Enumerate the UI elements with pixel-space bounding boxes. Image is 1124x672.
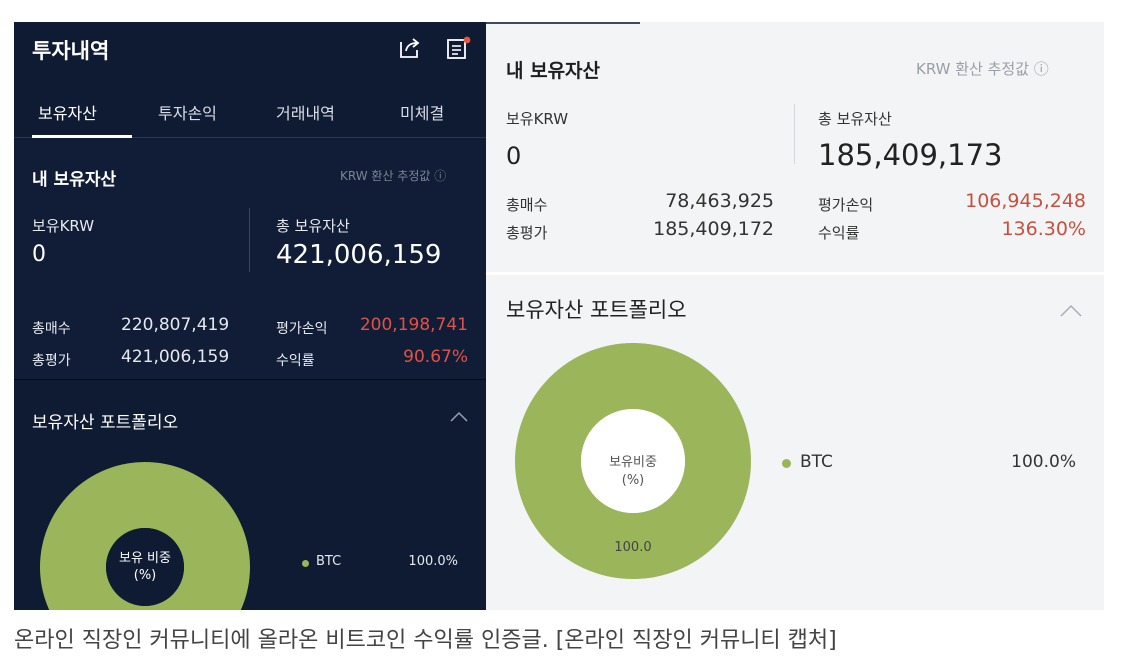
tab-investment-pnl[interactable]: 투자손익 bbox=[158, 104, 217, 123]
donut-hole bbox=[581, 409, 685, 513]
tab-trade-history[interactable]: 거래내역 bbox=[276, 104, 335, 123]
return-rate-value: 136.30% bbox=[1001, 218, 1086, 240]
portfolio-title: 보유자산 포트폴리오 bbox=[506, 298, 687, 322]
my-assets-title: 내 보유자산 bbox=[506, 60, 601, 82]
donut-center-label: 보유 비중 (%) bbox=[110, 550, 180, 584]
right-app-screenshot: 내 보유자산 KRW 환산 추정값 ⓘ 보유KRW 0 총 보유자산 185,4… bbox=[486, 22, 1104, 610]
krw-holding-value: 0 bbox=[32, 242, 46, 267]
divider bbox=[794, 104, 795, 164]
total-eval-value: 185,409,172 bbox=[653, 218, 774, 240]
active-tab-indicator bbox=[32, 135, 132, 138]
my-assets-title: 내 보유자산 bbox=[32, 170, 117, 190]
portfolio-title: 보유자산 포트폴리오 bbox=[32, 413, 179, 433]
portfolio-donut-chart bbox=[40, 462, 250, 610]
total-assets-value: 421,006,159 bbox=[276, 240, 442, 270]
return-rate-value: 90.67% bbox=[403, 347, 468, 367]
total-buy-value: 220,807,419 bbox=[121, 315, 230, 335]
legend-name-btc: BTC bbox=[316, 554, 342, 569]
eval-pnl-label: 평가손익 bbox=[276, 321, 328, 337]
legend-dot-btc bbox=[302, 560, 309, 567]
krw-holding-label: 보유KRW bbox=[506, 110, 569, 128]
section-divider bbox=[14, 379, 486, 380]
legend-name-btc: BTC bbox=[800, 452, 833, 472]
left-app-screenshot: 투자내역 보유자산 투자손익 거래내역 미체결 내 보유자산 KRW 환산 추정… bbox=[14, 22, 486, 610]
legend-pct-btc: 100.0% bbox=[1011, 452, 1076, 472]
donut-slice-value: 100.0 bbox=[614, 540, 652, 555]
divider bbox=[249, 208, 250, 272]
krw-holding-value: 0 bbox=[506, 142, 522, 170]
total-assets-value: 185,409,173 bbox=[818, 138, 1003, 172]
krw-holding-label: 보유KRW bbox=[32, 217, 95, 235]
tab-bar: 보유자산 투자손익 거래내역 미체결 bbox=[14, 92, 486, 138]
eval-pnl-value: 106,945,248 bbox=[965, 190, 1086, 212]
page-title: 투자내역 bbox=[32, 39, 110, 63]
krw-estimate-note[interactable]: KRW 환산 추정값 ⓘ bbox=[916, 60, 1049, 78]
total-buy-label: 총매수 bbox=[506, 196, 548, 214]
section-divider bbox=[486, 272, 1104, 275]
active-tab-indicator bbox=[486, 22, 640, 24]
donut-slice-btc bbox=[515, 343, 751, 579]
total-eval-label: 총평가 bbox=[32, 353, 71, 369]
portfolio-donut-chart bbox=[515, 343, 751, 579]
app-header: 투자내역 bbox=[14, 22, 486, 74]
chevron-up-icon[interactable] bbox=[1060, 304, 1082, 317]
total-buy-label: 총매수 bbox=[32, 321, 71, 337]
total-buy-value: 78,463,925 bbox=[665, 190, 774, 212]
chevron-up-icon[interactable] bbox=[450, 410, 468, 422]
total-eval-value: 421,006,159 bbox=[121, 347, 230, 367]
tab-holdings[interactable]: 보유자산 bbox=[38, 104, 97, 123]
return-rate-label: 수익률 bbox=[276, 353, 315, 369]
share-icon[interactable] bbox=[398, 36, 422, 60]
donut-center-line-1: 보유 비중 bbox=[119, 551, 171, 566]
total-eval-label: 총평가 bbox=[506, 224, 548, 242]
donut-center-line-2: (%) bbox=[133, 568, 157, 583]
eval-pnl-value: 200,198,741 bbox=[359, 315, 468, 335]
total-assets-label: 총 보유자산 bbox=[818, 110, 892, 128]
donut-center-line-2: (%) bbox=[621, 473, 645, 488]
donut-slice-btc bbox=[40, 462, 250, 610]
photo-caption: 온라인 직장인 커뮤니티에 올라온 비트코인 수익률 인증글. [온라인 직장인… bbox=[14, 628, 837, 653]
donut-hole bbox=[106, 528, 184, 606]
donut-center-line-1: 보유비중 bbox=[609, 455, 657, 470]
krw-estimate-note[interactable]: KRW 환산 추정값 ⓘ bbox=[340, 169, 447, 183]
notes-icon[interactable] bbox=[446, 36, 472, 60]
legend-dot-btc bbox=[782, 459, 791, 468]
donut-center-label: 보유비중 (%) bbox=[588, 454, 678, 490]
eval-pnl-label: 평가손익 bbox=[818, 196, 874, 214]
my-assets-section bbox=[14, 140, 486, 380]
return-rate-label: 수익률 bbox=[818, 224, 860, 242]
legend-pct-btc: 100.0% bbox=[408, 554, 458, 569]
tab-open-orders[interactable]: 미체결 bbox=[400, 104, 445, 123]
total-assets-label: 총 보유자산 bbox=[276, 217, 350, 235]
